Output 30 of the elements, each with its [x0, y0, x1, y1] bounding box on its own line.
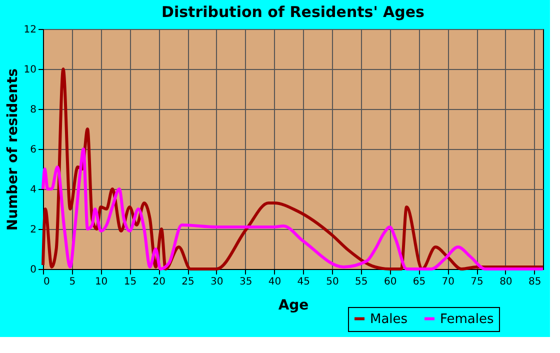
x-axis-title: Age — [278, 298, 309, 314]
y-tick-label: 0 — [30, 264, 36, 276]
x-tick-label: 30 — [210, 276, 224, 288]
x-tick-label: 70 — [442, 276, 454, 288]
x-tick-label: 5 — [69, 276, 76, 288]
legend-label: Females — [440, 312, 494, 327]
y-tick-label: 8 — [30, 104, 36, 116]
x-tick-label: 85 — [528, 276, 542, 288]
y-tick-label: 10 — [24, 64, 36, 76]
x-tick-label: 0 — [44, 276, 50, 288]
x-tick-label: 80 — [500, 276, 512, 288]
y-tick-label: 6 — [30, 144, 36, 156]
x-tick-label: 45 — [297, 276, 310, 288]
x-tick-label: 65 — [412, 276, 426, 288]
x-tick-label: 20 — [152, 276, 166, 288]
y-tick-label: 4 — [30, 184, 36, 196]
y-tick-label: 2 — [30, 224, 36, 236]
y-axis-title: Number of residents — [4, 68, 21, 231]
x-tick-label: 35 — [239, 276, 252, 288]
y-tick-label: 12 — [24, 24, 36, 36]
chart-title: Distribution of Residents' Ages — [162, 3, 425, 21]
x-tick-label: 40 — [268, 276, 282, 288]
x-tick-label: 60 — [384, 276, 397, 288]
x-tick-label: 10 — [94, 276, 108, 288]
x-tick-label: 55 — [355, 276, 368, 288]
x-tick-label: 75 — [470, 276, 484, 288]
x-tick-label: 50 — [326, 276, 339, 288]
legend-label: Males — [370, 312, 408, 327]
x-tick-label: 25 — [182, 276, 194, 288]
x-tick-label: 15 — [124, 276, 137, 288]
